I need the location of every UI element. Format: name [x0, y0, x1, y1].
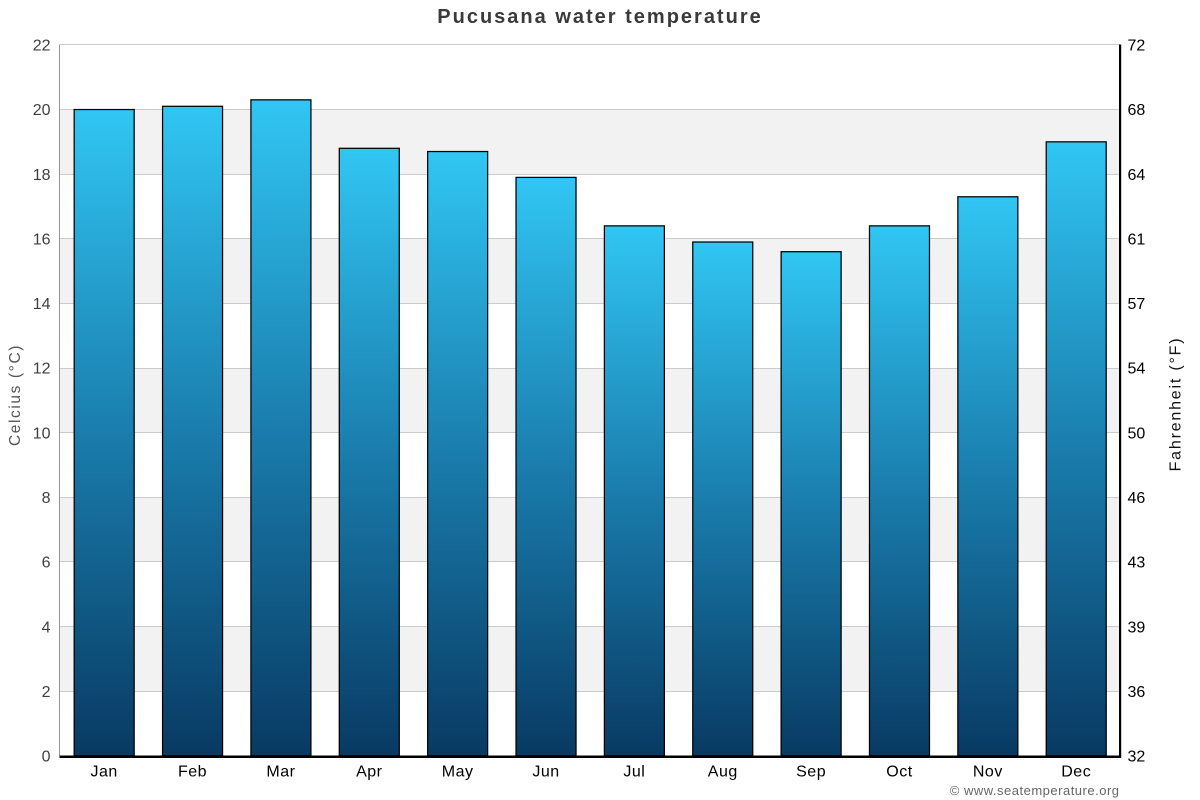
svg-text:Nov: Nov [973, 764, 1003, 781]
svg-text:46: 46 [1128, 490, 1146, 507]
svg-text:72: 72 [1128, 38, 1146, 55]
svg-text:0: 0 [42, 749, 51, 766]
svg-text:16: 16 [33, 231, 51, 248]
svg-text:54: 54 [1128, 361, 1146, 378]
svg-text:© www.seatemperature.org: © www.seatemperature.org [950, 783, 1120, 798]
svg-text:57: 57 [1128, 296, 1146, 313]
svg-text:Jun: Jun [532, 764, 559, 781]
svg-text:43: 43 [1128, 555, 1146, 572]
svg-text:64: 64 [1128, 167, 1146, 184]
svg-text:6: 6 [42, 555, 51, 572]
svg-text:68: 68 [1128, 102, 1146, 119]
svg-text:61: 61 [1128, 231, 1146, 248]
svg-text:18: 18 [33, 167, 51, 184]
svg-text:50: 50 [1128, 425, 1146, 442]
svg-text:10: 10 [33, 425, 51, 442]
svg-text:14: 14 [33, 296, 51, 313]
svg-text:2: 2 [42, 684, 51, 701]
svg-text:Dec: Dec [1061, 764, 1091, 781]
svg-text:36: 36 [1128, 684, 1146, 701]
svg-text:22: 22 [33, 38, 51, 55]
svg-text:Jan: Jan [91, 764, 118, 781]
svg-text:Jul: Jul [623, 764, 645, 781]
svg-text:12: 12 [33, 361, 51, 378]
svg-text:Sep: Sep [796, 764, 826, 781]
svg-text:Celcius (°C): Celcius (°C) [7, 344, 24, 446]
svg-text:Aug: Aug [708, 764, 738, 781]
svg-text:Apr: Apr [356, 764, 383, 781]
svg-text:32: 32 [1128, 749, 1146, 766]
svg-text:39: 39 [1128, 619, 1146, 636]
svg-text:Oct: Oct [886, 764, 912, 781]
svg-text:4: 4 [42, 619, 51, 636]
svg-text:20: 20 [33, 102, 51, 119]
svg-text:Mar: Mar [266, 764, 295, 781]
svg-text:Pucusana water temperature: Pucusana water temperature [437, 6, 762, 28]
svg-text:8: 8 [42, 490, 51, 507]
svg-text:Feb: Feb [178, 764, 207, 781]
svg-text:May: May [442, 764, 474, 781]
svg-text:Fahrenheit (°F): Fahrenheit (°F) [1168, 337, 1185, 472]
